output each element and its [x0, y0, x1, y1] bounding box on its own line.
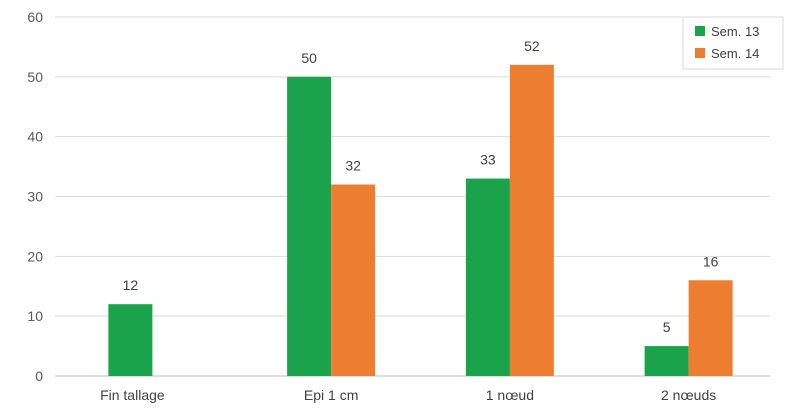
y-tick-label: 40 — [27, 129, 43, 145]
y-tick-label: 60 — [27, 9, 43, 25]
bars — [108, 64, 733, 376]
data-label: 5 — [663, 319, 671, 335]
bar — [465, 178, 510, 376]
x-tick-label: 1 nœud — [486, 387, 534, 403]
x-tick-label: Fin tallage — [100, 387, 165, 403]
bar — [331, 184, 376, 376]
bar — [644, 346, 689, 376]
legend-label: Sem. 14 — [711, 46, 759, 61]
data-label: 12 — [123, 277, 139, 293]
data-label: 52 — [524, 38, 540, 54]
data-label: 32 — [345, 158, 361, 174]
legend-swatch — [695, 26, 705, 36]
x-axis-categories: Fin tallage Epi 1 cm 1 nœud 2 nœuds — [100, 387, 716, 403]
bar — [108, 304, 153, 376]
legend-label: Sem. 13 — [711, 24, 759, 39]
y-tick-label: 0 — [35, 368, 43, 384]
data-label: 50 — [301, 50, 317, 66]
y-axis-ticks: 0 10 20 30 40 50 60 — [27, 9, 43, 384]
y-tick-label: 20 — [27, 248, 43, 264]
data-labels: 12 50 32 33 52 5 16 — [123, 38, 719, 335]
gridlines — [55, 16, 770, 377]
y-tick-label: 30 — [27, 189, 43, 205]
bar — [509, 64, 554, 376]
bar — [287, 76, 332, 376]
legend-swatch — [695, 48, 705, 58]
y-tick-label: 50 — [27, 69, 43, 85]
data-label: 16 — [703, 253, 719, 269]
legend-box — [682, 16, 784, 70]
legend: Sem. 13 Sem. 14 — [682, 16, 784, 70]
x-tick-label: Epi 1 cm — [304, 387, 358, 403]
y-tick-label: 10 — [27, 308, 43, 324]
data-label: 33 — [480, 152, 496, 168]
x-tick-label: 2 nœuds — [661, 387, 716, 403]
bar — [688, 280, 733, 376]
